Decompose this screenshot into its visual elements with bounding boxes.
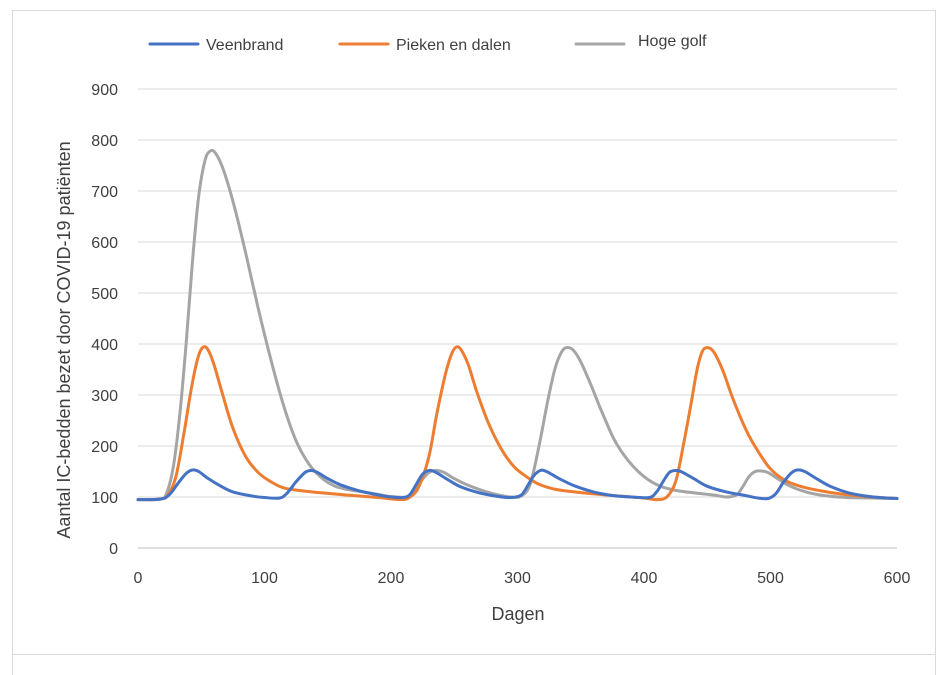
legend-label-veenbrand: Veenbrand [206,37,283,54]
x-tick-labels: 0 100 200 300 400 500 600 [134,570,911,587]
series-line-veenbrand [136,468,899,502]
series-line-hoge-golf [136,148,899,502]
y-tick-800: 800 [91,133,118,150]
x-tick-300: 300 [504,570,531,587]
x-axis-title: Dagen [491,604,544,624]
legend-label-pieken-en-dalen: Pieken en dalen [396,37,511,54]
series-lines [136,148,899,502]
chart-frame [12,10,936,675]
x-tick-400: 400 [631,570,658,587]
legend-label-hoge-golf: Hoge golf [638,33,707,50]
y-tick-400: 400 [91,337,118,354]
y-tick-500: 500 [91,286,118,303]
y-tick-700: 700 [91,184,118,201]
x-tick-500: 500 [757,570,784,587]
y-axis-title: Aantal IC-bedden bezet door COVID-19 pat… [54,141,74,538]
x-tick-200: 200 [378,570,405,587]
frame-divider [12,654,936,655]
x-tick-0: 0 [134,570,143,587]
x-tick-600: 600 [884,570,911,587]
y-tick-600: 600 [91,235,118,252]
y-tick-100: 100 [91,490,118,507]
y-tick-labels: 0 100 200 300 400 500 600 700 800 900 [91,82,118,558]
x-tick-100: 100 [251,570,278,587]
series-line-pieken-en-dalen [136,345,899,502]
y-tick-900: 900 [91,82,118,99]
y-tick-300: 300 [91,388,118,405]
y-tick-200: 200 [91,439,118,456]
gridlines [138,88,897,549]
y-tick-0: 0 [109,541,118,558]
legend: Veenbrand Pieken en dalen Hoge golf [148,33,707,54]
